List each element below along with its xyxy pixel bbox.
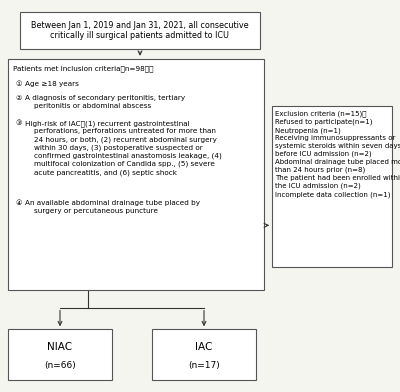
Text: High-risk of IAC：(1) recurrent gastrointestinal
    perforations, perforations u: High-risk of IAC：(1) recurrent gastroint… bbox=[25, 120, 222, 176]
Text: Age ≥18 years: Age ≥18 years bbox=[25, 81, 79, 87]
Text: A diagnosis of secondary peritonitis, tertiary
    peritonitis or abdominal absc: A diagnosis of secondary peritonitis, te… bbox=[25, 95, 185, 109]
Text: NIAC: NIAC bbox=[48, 342, 72, 352]
FancyBboxPatch shape bbox=[20, 12, 260, 49]
FancyBboxPatch shape bbox=[8, 59, 264, 290]
Text: Between Jan 1, 2019 and Jan 31, 2021, all consecutive
critically ill surgical pa: Between Jan 1, 2019 and Jan 31, 2021, al… bbox=[31, 21, 249, 40]
Text: (n=66): (n=66) bbox=[44, 361, 76, 370]
Text: ③: ③ bbox=[15, 120, 22, 126]
Text: (n=17): (n=17) bbox=[188, 361, 220, 370]
Text: Patients met inclusion criteria（n=98）：: Patients met inclusion criteria（n=98）： bbox=[13, 66, 153, 73]
Text: ④: ④ bbox=[15, 200, 22, 206]
Text: IAC: IAC bbox=[195, 342, 213, 352]
Text: ②: ② bbox=[15, 95, 22, 101]
Text: An available abdominal drainage tube placed by
    surgery or percutaneous punct: An available abdominal drainage tube pla… bbox=[25, 200, 200, 214]
FancyBboxPatch shape bbox=[8, 329, 112, 380]
Text: Exclusion criteria (n=15)：
Refused to participate(n=1)
Neutropenia (n=1)
Receivi: Exclusion criteria (n=15)： Refused to pa… bbox=[275, 111, 400, 198]
FancyBboxPatch shape bbox=[272, 106, 392, 267]
Text: ①: ① bbox=[15, 81, 22, 87]
FancyBboxPatch shape bbox=[152, 329, 256, 380]
